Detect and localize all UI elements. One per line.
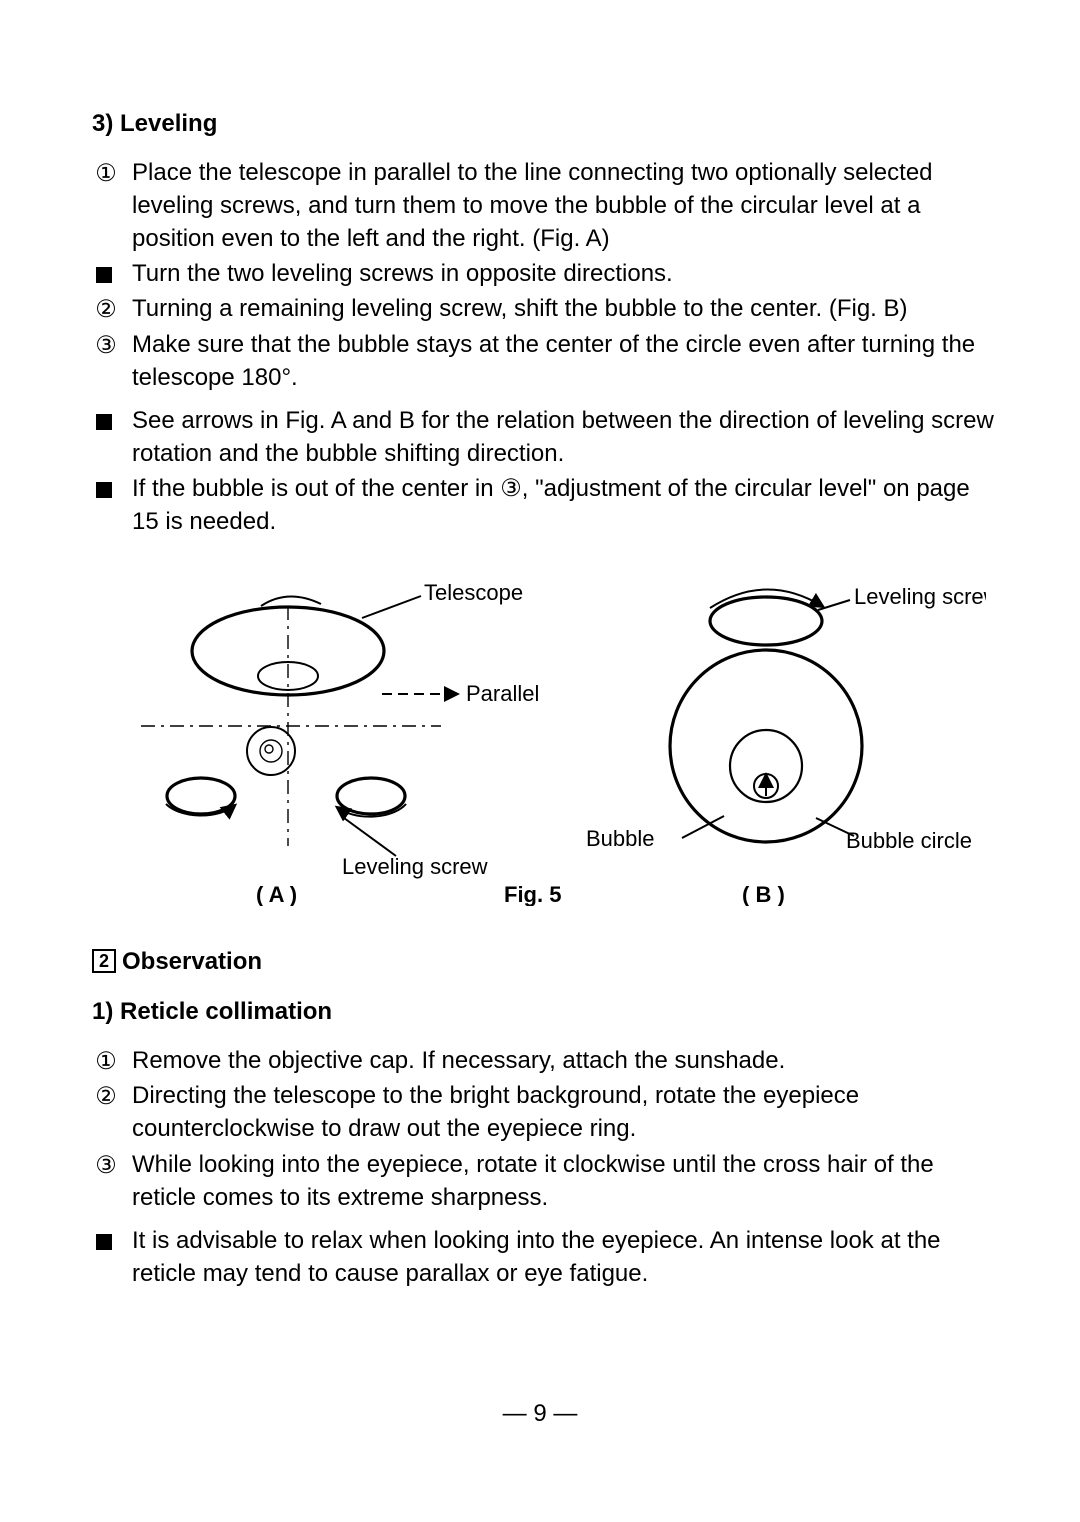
label-bubble: Bubble (586, 826, 655, 851)
square-bullet-icon (96, 267, 112, 283)
observation-item-text: Remove the objective cap. If necessary, … (132, 1047, 785, 1074)
label-a: ( A ) (256, 882, 297, 906)
observation-item-text: It is advisable to relax when looking in… (132, 1227, 941, 1287)
leveling-item-text: Turn the two leveling screws in opposite… (132, 260, 673, 287)
leveling-item-text: See arrows in Fig. A and B for the relat… (132, 407, 994, 467)
observation-item: It is advisable to relax when looking in… (92, 1224, 1000, 1290)
leveling-item: See arrows in Fig. A and B for the relat… (92, 404, 1000, 470)
leveling-item: If the bubble is out of the center in ③,… (92, 472, 1000, 538)
leveling-item-text: If the bubble is out of the center in ③,… (132, 475, 970, 535)
observation-item-text: While looking into the eyepiece, rotate … (132, 1151, 934, 1211)
label-telescope: Telescope (424, 580, 523, 605)
observation-item: ① Remove the objective cap. If necessary… (92, 1044, 1000, 1077)
leveling-item-text: Place the telescope in parallel to the l… (132, 159, 933, 252)
boxed-number-icon: 2 (92, 949, 116, 973)
leveling-item-text: Turning a remaining leveling screw, shif… (132, 295, 908, 322)
leveling-item-text: Make sure that the bubble stays at the c… (132, 331, 975, 391)
leveling-item: ③ Make sure that the bubble stays at the… (92, 328, 1000, 394)
observation-item: ③ While looking into the eyepiece, rotat… (92, 1148, 1000, 1214)
page: 3) Leveling ① Place the telescope in par… (0, 0, 1080, 1522)
square-bullet-icon (96, 482, 112, 498)
heading-observation: 2Observation (92, 948, 1000, 976)
heading-leveling: 3) Leveling (92, 110, 1000, 138)
leveling-list: ① Place the telescope in parallel to the… (92, 156, 1000, 538)
page-number: — 9 — (0, 1400, 1080, 1428)
leveling-item: ② Turning a remaining leveling screw, sh… (92, 292, 1000, 325)
circled-number-icon: ② (92, 293, 120, 326)
circled-number-icon: ② (92, 1080, 120, 1113)
heading-observation-text: Observation (122, 948, 262, 975)
figure-caption: Fig. 5 (504, 882, 561, 906)
figure-5-svg: Telescope Parallel Leveling screw ( A ) … (106, 566, 986, 906)
observation-list: ① Remove the objective cap. If necessary… (92, 1044, 1000, 1290)
circled-number-icon: ③ (92, 1149, 120, 1182)
observation-item: ② Directing the telescope to the bright … (92, 1079, 1000, 1145)
square-bullet-icon (96, 414, 112, 430)
circled-number-icon: ① (92, 1045, 120, 1078)
square-bullet-icon (96, 1234, 112, 1250)
label-b: ( B ) (742, 882, 785, 906)
heading-reticle: 1) Reticle collimation (92, 998, 1000, 1026)
circled-number-icon: ③ (92, 329, 120, 362)
observation-item-text: Directing the telescope to the bright ba… (132, 1082, 859, 1142)
label-bubble-circle: Bubble circle (846, 828, 972, 853)
figure-5: Telescope Parallel Leveling screw ( A ) … (92, 566, 1000, 906)
label-leveling-screw-b: Leveling screw (854, 584, 986, 609)
label-parallel: Parallel (466, 681, 539, 706)
leveling-item: Turn the two leveling screws in opposite… (92, 257, 1000, 290)
leveling-item: ① Place the telescope in parallel to the… (92, 156, 1000, 255)
circled-number-icon: ① (92, 157, 120, 190)
label-leveling-screw-a: Leveling screw (342, 854, 488, 879)
